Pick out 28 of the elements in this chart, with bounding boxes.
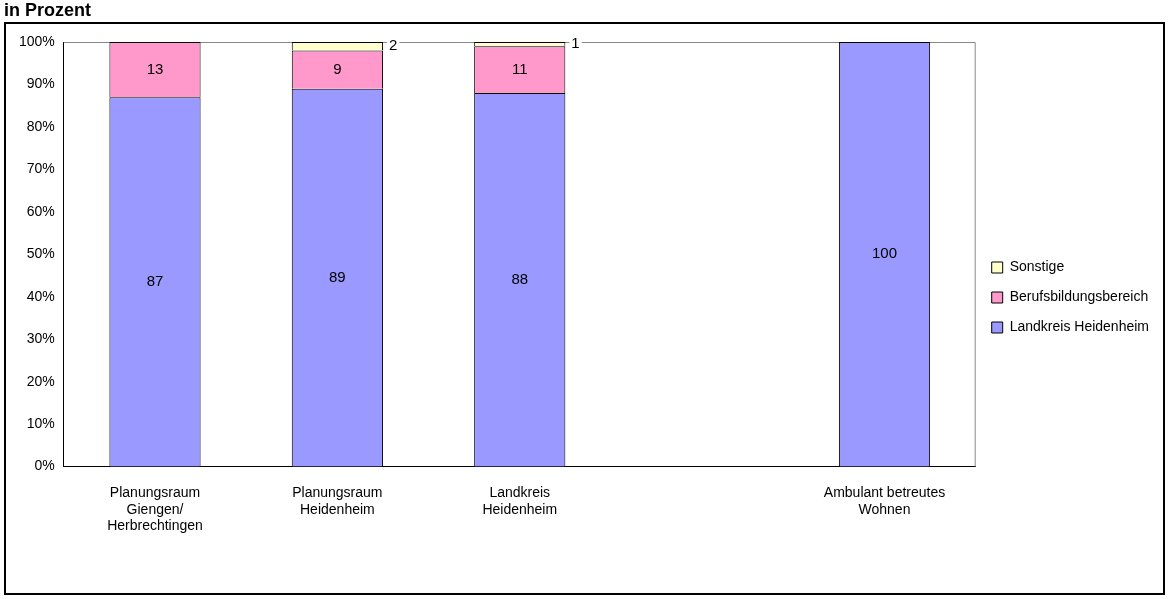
y-tick-label: 0% (34, 457, 55, 474)
y-tick-label: 90% (26, 75, 55, 92)
data-label: 9 (333, 59, 342, 77)
data-label: 87 (146, 272, 164, 290)
data-label: 100 (871, 244, 898, 262)
y-tick-label: 80% (26, 117, 55, 134)
legend-label: Berufsbildungsbereich (1009, 288, 1149, 305)
data-label: 1 (571, 34, 580, 52)
x-tick-label: Planungsraum Giengen/ Herbrechtingen (107, 483, 203, 534)
y-tick-label: 40% (26, 287, 55, 304)
x-tick-label: Ambulant betreutes Wohnen (823, 483, 946, 517)
x-tick-label: Landkreis Heidenheim (482, 483, 558, 517)
y-tick-label: 10% (26, 415, 55, 431)
y-tick-label: 100% (18, 32, 55, 49)
y-tick-label: 30% (26, 330, 55, 347)
data-label: 11 (511, 59, 528, 77)
y-tick-label: 50% (26, 245, 55, 262)
chart-title: in Prozent (4, 0, 92, 21)
data-label: 13 (146, 59, 164, 77)
x-tick-label: Planungsraum Heidenheim (292, 483, 383, 517)
legend-label: Landkreis Heidenheim (1009, 318, 1150, 335)
data-label: 89 (329, 267, 346, 285)
data-label: 88 (511, 269, 529, 287)
y-tick-label: 70% (26, 160, 55, 177)
y-tick-label: 20% (26, 372, 55, 389)
legend-label: Sonstige (1009, 258, 1065, 275)
y-tick-label: 60% (26, 202, 55, 219)
data-label: 2 (388, 36, 398, 54)
